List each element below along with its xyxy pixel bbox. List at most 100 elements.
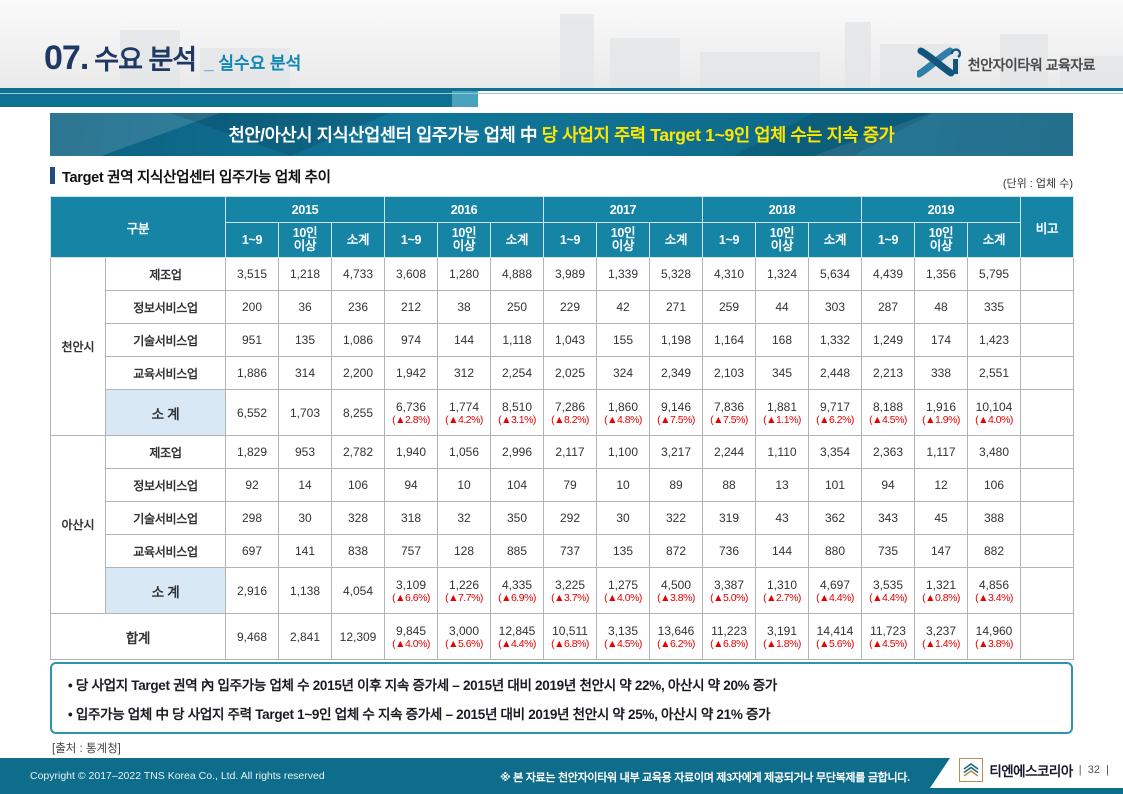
footer-company-name: 티엔에스코리아: [989, 764, 1073, 779]
cell-growth-rate: (▲4.0%): [392, 637, 430, 650]
table-row: 천안시 제조업 3,515 1,218 4,733 3,608 1,280 4,888 3,98…: [50, 257, 1074, 436]
cell-value: 1,860: [607, 399, 639, 414]
value-cell: 2,213: [861, 356, 915, 390]
value-cell: 106: [967, 468, 1021, 502]
value-cell: 229: [543, 290, 597, 324]
value-cell: 45: [914, 501, 968, 535]
value-cell: 974: [384, 323, 438, 357]
value-cell: 1,056: [437, 435, 491, 469]
cell-growth-rate: (▲5.0%): [710, 591, 748, 604]
value-cell: 3,354: [808, 435, 862, 469]
value-cell: 324: [596, 356, 650, 390]
value-cell: 168: [755, 323, 809, 357]
value-cell: 101: [808, 468, 862, 502]
cell-growth-rate: (▲7.7%): [445, 591, 483, 604]
cell-growth-rate: (▲2.7%): [763, 591, 801, 604]
industry-label: 제조업: [105, 435, 226, 469]
table-row: 아산시 제조업 1,829 953 2,782 1,940 1,056 2,996 2,117 1…: [50, 435, 1074, 614]
col-header-category: 구분: [50, 196, 226, 258]
value-cell: 10: [596, 468, 650, 502]
total-cell: 9,845 (▲4.0%): [384, 613, 438, 660]
value-cell: 4,439: [861, 257, 915, 291]
industry-label: 기술서비스업: [105, 323, 226, 357]
value-cell: 697: [225, 534, 279, 568]
value-cell: 174: [914, 323, 968, 357]
value-cell: 2,363: [861, 435, 915, 469]
value-cell: 88: [702, 468, 756, 502]
remark-cell: [1020, 323, 1074, 357]
value-cell: 345: [755, 356, 809, 390]
cell-growth-rate: (▲7.5%): [710, 413, 748, 426]
cell-growth-rate: (▲8.2%): [551, 413, 589, 426]
value-cell: 79: [543, 468, 597, 502]
cell-value: 8,188: [872, 399, 904, 414]
table-row: 기술서비스업 298 30 328 318 32 350 292 30 322 319 43 362 34…: [51, 501, 1074, 535]
copyright-text: Copyright © 2017–2022 TNS Korea Co., Ltd…: [30, 770, 325, 782]
total-cell: 3,135 (▲4.5%): [596, 613, 650, 660]
industry-label: 정보서비스업: [105, 290, 226, 324]
subtotal-cell: 8,188 (▲4.5%): [861, 389, 915, 436]
subtotal-cell: 6,736 (▲2.8%): [384, 389, 438, 436]
value-cell: 48: [914, 290, 968, 324]
subtotal-cell: 7,286 (▲8.2%): [543, 389, 597, 436]
cell-value: 14,414: [816, 623, 854, 638]
value-cell: 343: [861, 501, 915, 535]
cell-value: 4,500: [660, 577, 692, 592]
cell-value: 4,856: [978, 577, 1010, 592]
value-cell: 1,117: [914, 435, 968, 469]
cell-value: 1,226: [448, 577, 480, 592]
col-header-remark: 비고: [1020, 196, 1074, 258]
cell-value: 3,535: [872, 577, 904, 592]
total-cell: 10,511 (▲6.8%): [543, 613, 597, 660]
value-cell: 335: [967, 290, 1021, 324]
cell-growth-rate: (▲4.4%): [869, 591, 907, 604]
value-cell: 1,332: [808, 323, 862, 357]
section-title: Target 권역 지식산업센터 입주가능 업체 추이: [62, 170, 331, 186]
banner-text-highlight: 당 사업지 주력 Target 1~9인 업체 수는 지속 증가: [541, 125, 895, 145]
subtotal-cell: 9,717 (▲6.2%): [808, 389, 862, 436]
value-cell: 5,328: [649, 257, 703, 291]
header-rule-line: [0, 88, 1123, 91]
total-row: 합계 9,468 2,841 12,309 9,845 (▲4.0%) 3,000 (▲5.6…: [50, 613, 1074, 660]
remark-cell: [1020, 501, 1074, 535]
value-cell: 92: [225, 468, 279, 502]
total-cell: 9,468: [225, 613, 279, 660]
year-header: 2015: [225, 196, 385, 223]
cell-growth-rate: (▲6.8%): [710, 637, 748, 650]
subcol-header: 1~9: [543, 222, 597, 258]
subcol-header: 10인 이상: [914, 222, 968, 258]
subtotal-label: 소 계: [105, 567, 226, 614]
value-cell: 388: [967, 501, 1021, 535]
value-cell: 872: [649, 534, 703, 568]
value-cell: 2,103: [702, 356, 756, 390]
value-cell: 3,217: [649, 435, 703, 469]
total-cell: 14,960 (▲3.8%): [967, 613, 1021, 660]
subtotal-cell: 1,703: [278, 389, 332, 436]
remark-cell: [1020, 534, 1074, 568]
subcol-header: 소계: [967, 222, 1021, 258]
subcol-header: 소계: [808, 222, 862, 258]
value-cell: 1,118: [490, 323, 544, 357]
cell-value: 9,717: [819, 399, 851, 414]
remark-cell: [1020, 356, 1074, 390]
subcol-header: 소계: [490, 222, 544, 258]
value-cell: 147: [914, 534, 968, 568]
cell-value: 4,335: [501, 577, 533, 592]
value-cell: 94: [384, 468, 438, 502]
cell-growth-rate: (▲6.8%): [551, 637, 589, 650]
value-cell: 1,356: [914, 257, 968, 291]
industry-label: 제조업: [105, 257, 226, 291]
value-cell: 30: [278, 501, 332, 535]
subtotal-label: 소 계: [105, 389, 226, 436]
subcol-header: 10인 이상: [755, 222, 809, 258]
value-cell: 319: [702, 501, 756, 535]
value-cell: 1,942: [384, 356, 438, 390]
cell-growth-rate: (▲3.8%): [975, 637, 1013, 650]
source-label: [출처 : 통계청]: [52, 743, 121, 755]
value-cell: 5,634: [808, 257, 862, 291]
brand-label: 천안자이타워 교육자료: [967, 56, 1096, 73]
year-header: 2018: [702, 196, 862, 223]
cell-growth-rate: (▲5.6%): [816, 637, 854, 650]
xi-logo-icon: [915, 46, 961, 83]
subtotal-cell: 1,321 (▲0.8%): [914, 567, 968, 614]
